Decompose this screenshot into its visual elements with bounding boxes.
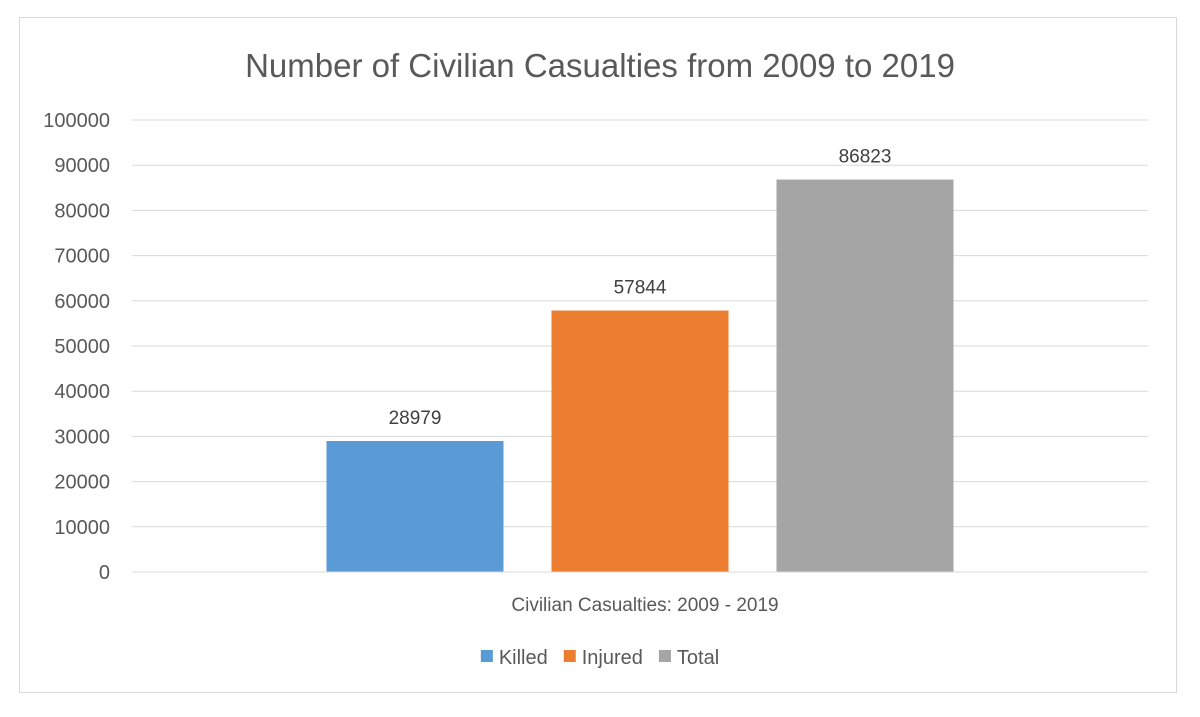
- x-category-label: Civilian Casualties: 2009 - 2019: [511, 595, 778, 616]
- legend-label-injured: Injured: [582, 647, 643, 669]
- y-tick-label: 40000: [54, 381, 110, 403]
- y-tick-label: 80000: [54, 200, 110, 222]
- bar-killed: [326, 441, 504, 572]
- legend-swatch-killed: [480, 650, 493, 662]
- bar-injured: [551, 310, 729, 572]
- y-axis-ticks: 0 10000 20000 30000 40000 50000 60000 70000 8000…: [43, 110, 110, 584]
- bar-total: [776, 179, 954, 572]
- legend-label-total: Total: [677, 647, 719, 669]
- y-tick-label: 10000: [54, 517, 110, 539]
- chart-title: Number of Civilian Casualties from 2009 …: [245, 47, 955, 84]
- legend-swatch-injured: [563, 650, 576, 662]
- y-tick-label: 60000: [54, 291, 110, 313]
- data-label-killed: 28979: [389, 408, 442, 429]
- data-label-injured: 57844: [614, 278, 667, 299]
- bars: [326, 179, 954, 572]
- data-label-total: 86823: [839, 147, 892, 168]
- data-labels: 28979 57844 86823: [389, 147, 892, 429]
- legend: Killed Injured Total: [480, 647, 719, 669]
- y-tick-label: 30000: [54, 426, 110, 448]
- legend-swatch-total: [658, 650, 671, 662]
- y-tick-label: 50000: [54, 336, 110, 358]
- y-tick-label: 90000: [54, 155, 110, 177]
- legend-label-killed: Killed: [499, 647, 548, 669]
- y-tick-label: 70000: [54, 246, 110, 268]
- gridlines: [132, 119, 1148, 528]
- y-tick-label: 20000: [54, 472, 110, 494]
- y-tick-label: 100000: [43, 110, 110, 132]
- y-tick-label: 0: [99, 562, 110, 584]
